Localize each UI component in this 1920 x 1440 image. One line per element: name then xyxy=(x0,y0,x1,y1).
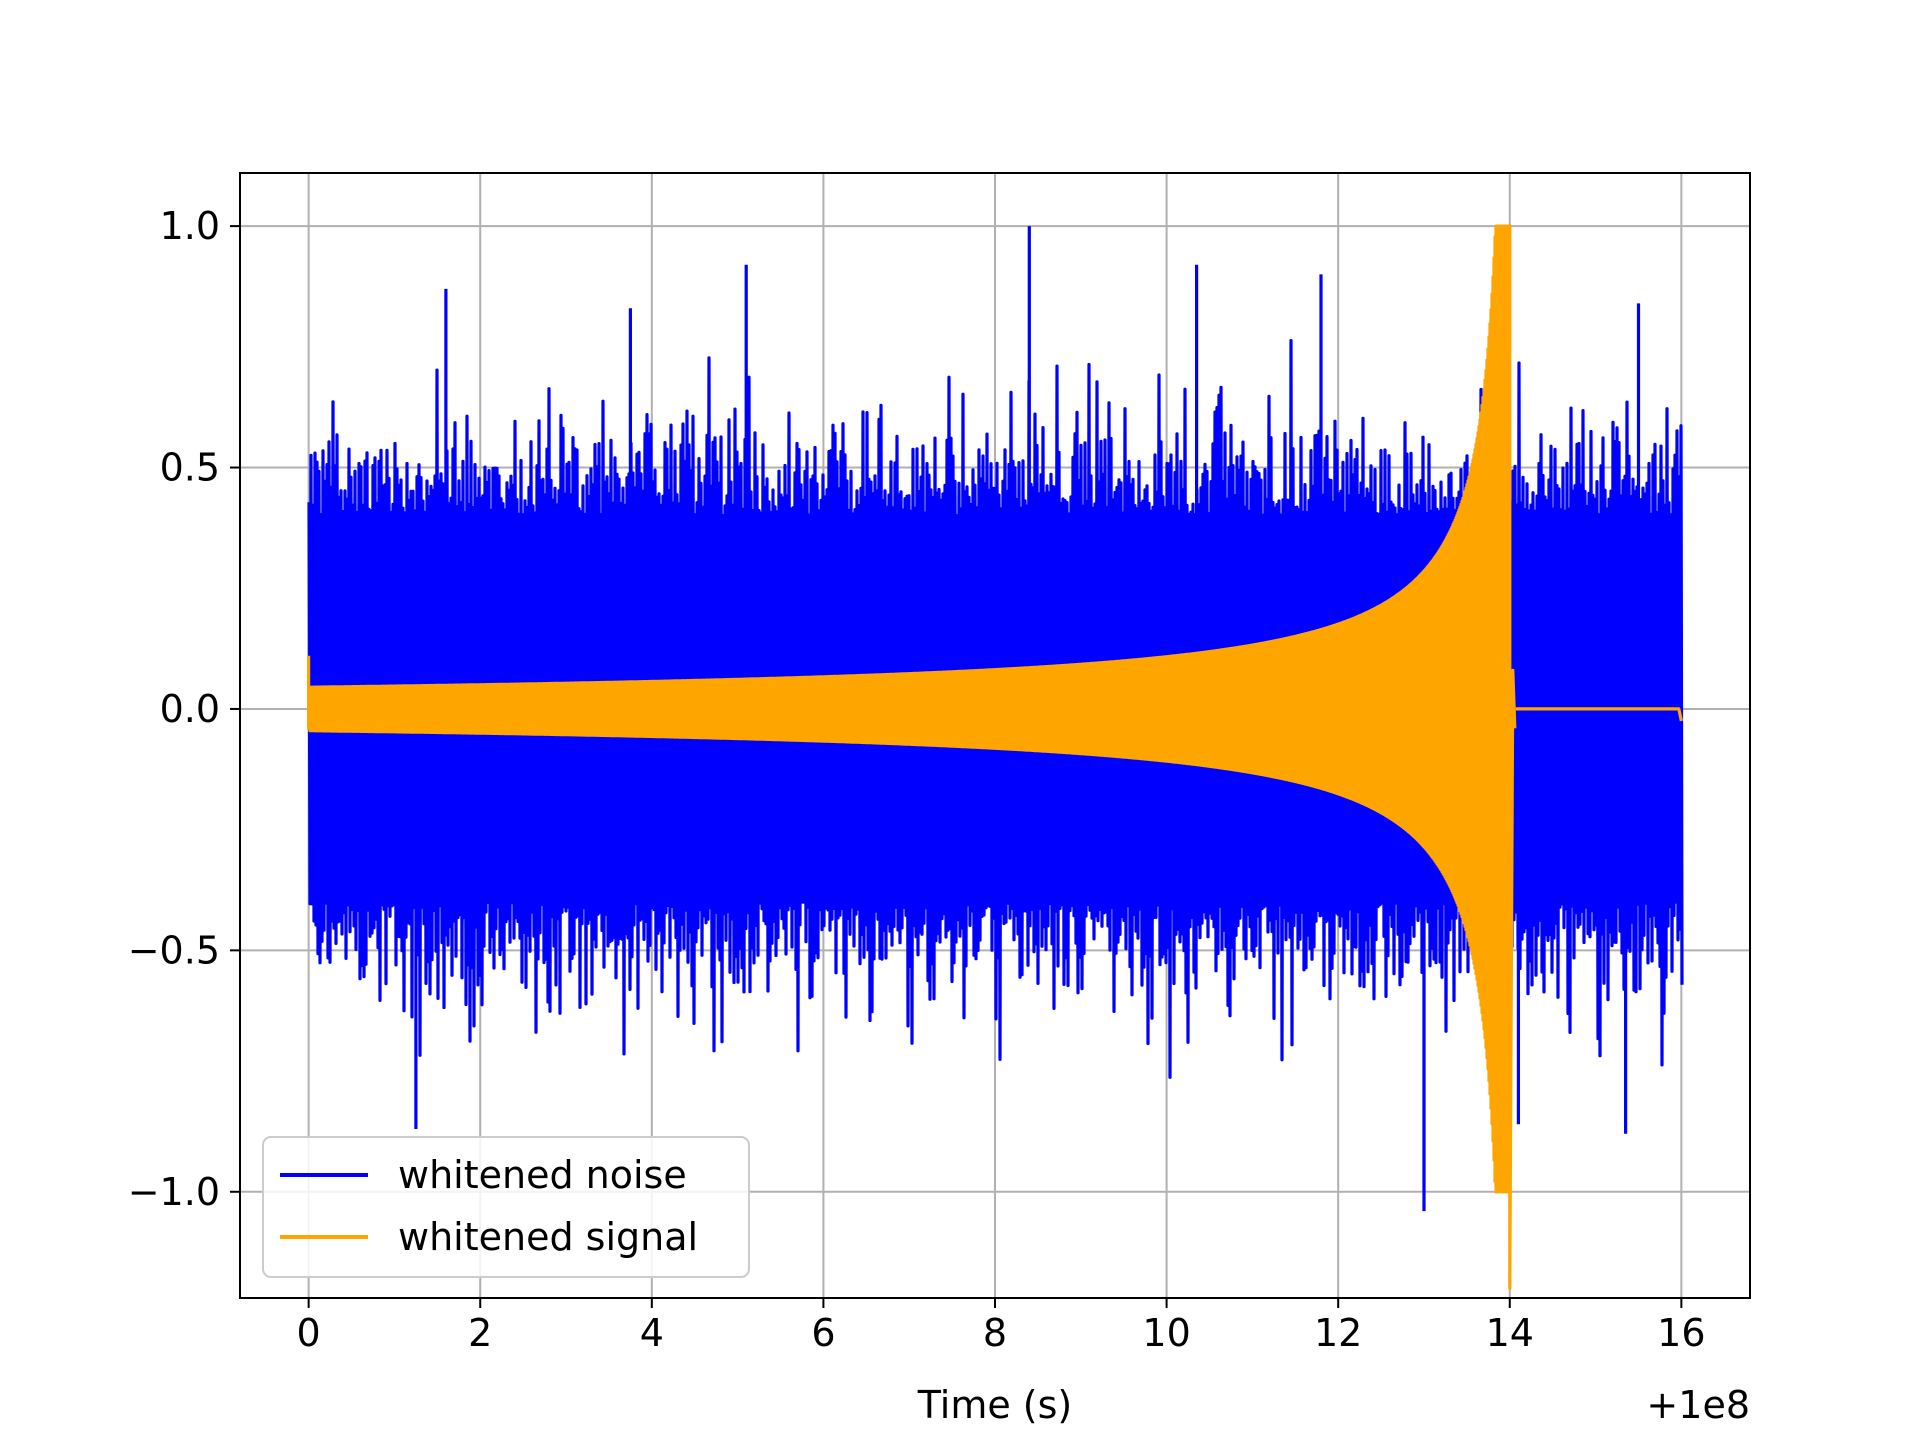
legend: whitened noise whitened signal xyxy=(262,1136,750,1278)
plot-area xyxy=(307,224,1684,1290)
legend-label-whitened-noise: whitened noise xyxy=(398,1153,687,1197)
x-tick-label: 8 xyxy=(983,1311,1007,1355)
series-line-whitened-signal xyxy=(307,224,1683,1290)
legend-label-whitened-signal: whitened signal xyxy=(398,1215,698,1259)
x-tick-label: 10 xyxy=(1142,1311,1190,1355)
y-tick-label: 0.5 xyxy=(160,446,220,490)
x-tick-label: 6 xyxy=(811,1311,835,1355)
axis-ticks: 0 2 4 6 8 10 12 14 16 −1.0 −0.5 0.0 0.5 1.0 xyxy=(128,204,1706,1355)
legend-box xyxy=(262,1136,750,1278)
x-tick-label: 4 xyxy=(640,1311,664,1355)
y-tick-label: −0.5 xyxy=(128,928,220,972)
x-tick-label: 12 xyxy=(1314,1311,1362,1355)
y-tick-label: −1.0 xyxy=(128,1170,220,1214)
x-tick-label: 14 xyxy=(1486,1311,1534,1355)
x-tick-label: 0 xyxy=(297,1311,321,1355)
y-tick-label: 0.0 xyxy=(160,687,220,731)
x-tick-label: 2 xyxy=(468,1311,492,1355)
x-axis-offset-label: +1e8 xyxy=(1646,1383,1750,1427)
y-tick-label: 1.0 xyxy=(160,204,220,248)
x-tick-label: 16 xyxy=(1657,1311,1705,1355)
x-axis-label: Time (s) xyxy=(917,1383,1073,1427)
series-line-whitened-noise xyxy=(307,226,1684,1212)
